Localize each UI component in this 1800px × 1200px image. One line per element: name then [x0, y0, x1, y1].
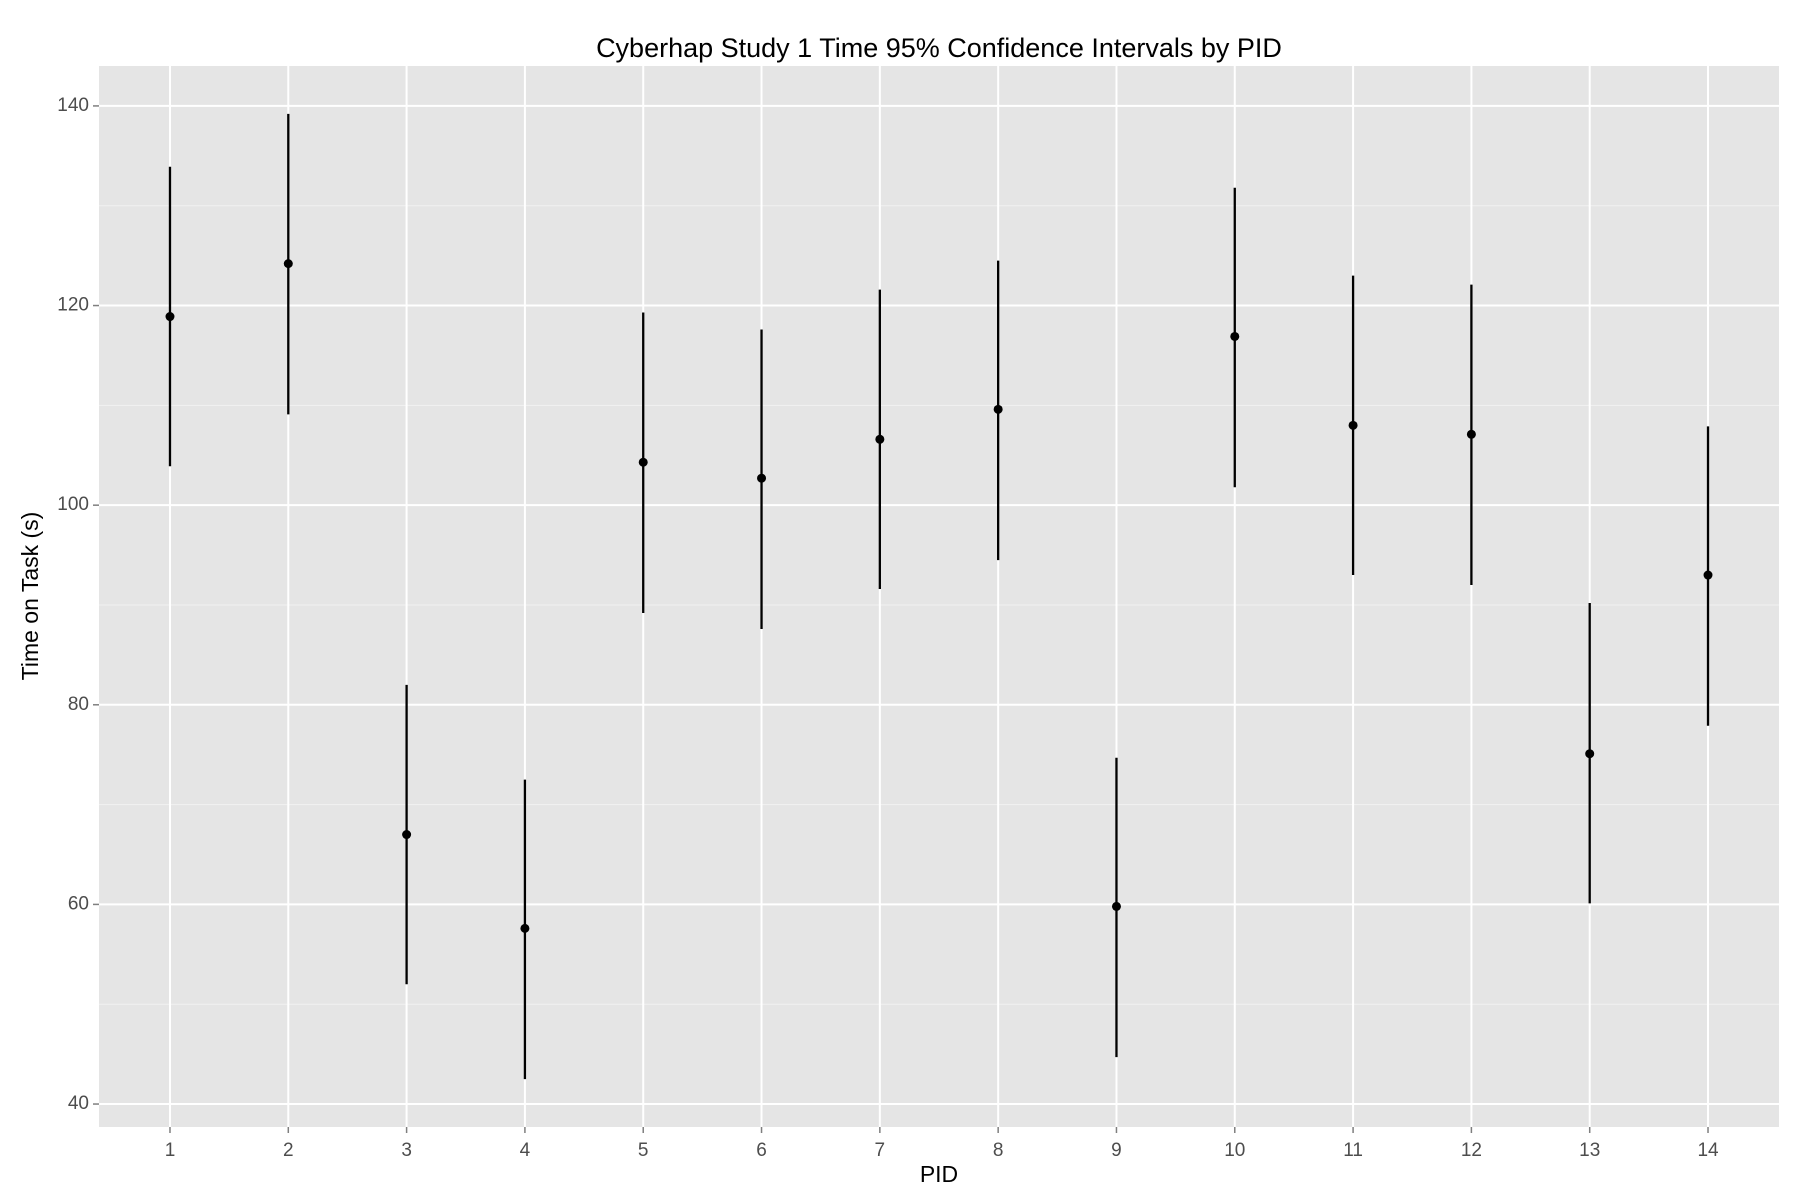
point: [757, 473, 767, 483]
x-tick-label: 14: [1697, 1140, 1719, 1161]
y-tick-label: 140: [57, 95, 89, 116]
x-tick-label: 3: [401, 1140, 412, 1161]
y-tick-label: 60: [68, 893, 89, 914]
point: [165, 312, 175, 322]
point: [638, 457, 648, 467]
x-tick-label: 9: [1111, 1140, 1122, 1161]
point: [402, 830, 412, 840]
point: [1230, 331, 1240, 341]
point: [520, 923, 530, 933]
chart-title: Cyberhap Study 1 Time 95% Confidence Int…: [596, 33, 1282, 63]
x-tick-label: 1: [165, 1140, 176, 1161]
y-axis-title: Time on Task (s): [17, 512, 43, 681]
x-tick-label: 11: [1343, 1140, 1363, 1161]
point: [875, 434, 885, 444]
x-tick-label: 13: [1579, 1140, 1600, 1161]
y-tick-label: 120: [57, 295, 89, 316]
y-tick-label: 100: [57, 494, 89, 515]
y-tick-label: 80: [68, 694, 89, 715]
point: [1585, 749, 1595, 759]
y-tick-label: 40: [68, 1093, 89, 1114]
x-tick-label: 2: [283, 1140, 294, 1161]
x-tick-label: 7: [875, 1140, 886, 1161]
x-tick-label: 4: [520, 1140, 531, 1161]
point: [993, 404, 1003, 414]
x-tick-label: 5: [638, 1140, 649, 1161]
x-tick-label: 10: [1224, 1140, 1245, 1161]
point: [1466, 429, 1476, 439]
x-tick-label: 6: [756, 1140, 767, 1161]
x-axis-title: PID: [920, 1161, 958, 1187]
point: [283, 259, 293, 269]
x-tick-label: 12: [1461, 1140, 1482, 1161]
plot-panel: [99, 66, 1779, 1127]
point: [1348, 420, 1358, 430]
point: [1703, 570, 1713, 580]
point: [1111, 901, 1121, 911]
x-tick-label: 8: [993, 1140, 1004, 1161]
